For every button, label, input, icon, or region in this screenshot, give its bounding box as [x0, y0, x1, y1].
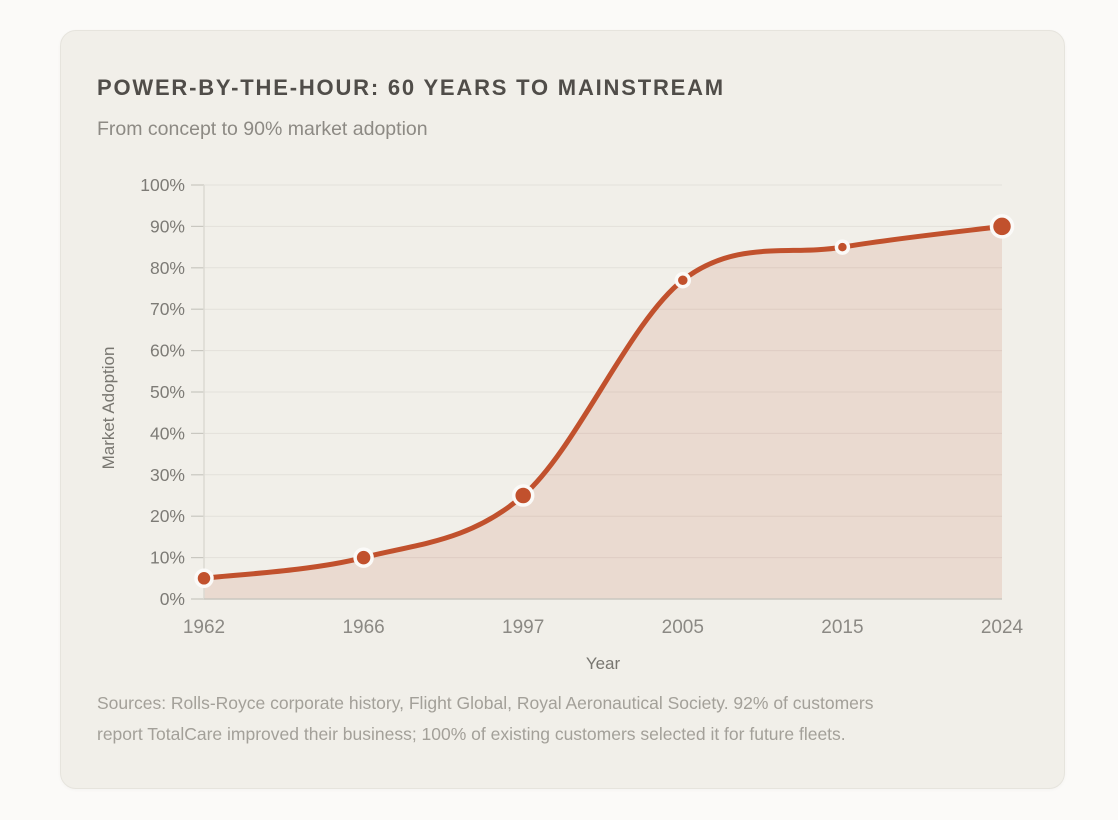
data-point	[674, 271, 692, 289]
y-tick-label: 0%	[160, 589, 185, 609]
x-tick-label: 1962	[183, 617, 225, 638]
y-tick-label: 50%	[150, 382, 185, 402]
data-point	[511, 484, 535, 507]
y-tick-label: 10%	[150, 548, 185, 568]
adoption-area-chart: 0% 10% 20% 30% 40% 50% 60% 70% 80% 90% 100% 1962 196…	[99, 175, 1024, 673]
y-tick-label: 100%	[140, 175, 185, 195]
y-tick-label: 60%	[150, 341, 185, 361]
chart-area: 0% 10% 20% 30% 40% 50% 60% 70% 80% 90% 100% 1962 196…	[97, 157, 1028, 682]
x-tick-label: 2024	[981, 617, 1024, 638]
data-point	[194, 568, 214, 589]
data-point	[834, 239, 851, 255]
page: { "page": { "background": "#fbfaf8" }, "…	[0, 30, 1118, 820]
y-tick-label: 70%	[150, 299, 185, 319]
data-point	[353, 547, 374, 568]
x-tick-label: 1966	[342, 617, 384, 638]
y-tick-label: 40%	[150, 423, 185, 443]
x-tick-label: 1997	[502, 617, 544, 638]
area-fill	[204, 226, 1002, 599]
y-tick-label: 20%	[150, 506, 185, 526]
source-note-line: Sources: Rolls-Royce corporate history, …	[97, 693, 874, 713]
source-note-line: report TotalCare improved their business…	[97, 724, 846, 744]
source-note: Sources: Rolls-Royce corporate history, …	[97, 688, 1028, 750]
chart-subtitle: From concept to 90% market adoption	[97, 118, 428, 140]
x-tick-label: 2015	[821, 617, 863, 638]
y-tick-label: 90%	[150, 216, 185, 236]
chart-card: POWER-BY-THE-HOUR: 60 YEARS TO MAINSTREA…	[60, 30, 1065, 789]
x-axis-label: Year	[586, 654, 621, 673]
data-point	[989, 214, 1015, 239]
y-tick-label: 80%	[150, 258, 185, 278]
chart-title: POWER-BY-THE-HOUR: 60 YEARS TO MAINSTREA…	[97, 75, 725, 100]
y-axis-label: Market Adoption	[99, 347, 118, 470]
y-tick-label: 30%	[150, 465, 185, 485]
x-tick-label: 2005	[662, 617, 704, 638]
